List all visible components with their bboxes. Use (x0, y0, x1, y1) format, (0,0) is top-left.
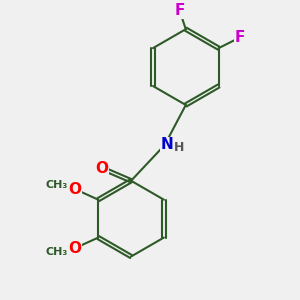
Text: F: F (235, 30, 245, 45)
Text: CH₃: CH₃ (45, 247, 67, 257)
Text: N: N (160, 137, 173, 152)
Text: H: H (174, 141, 185, 154)
Text: O: O (95, 160, 108, 175)
Text: F: F (174, 3, 185, 18)
Text: CH₃: CH₃ (45, 180, 67, 190)
Text: O: O (69, 241, 82, 256)
Text: O: O (69, 182, 82, 197)
